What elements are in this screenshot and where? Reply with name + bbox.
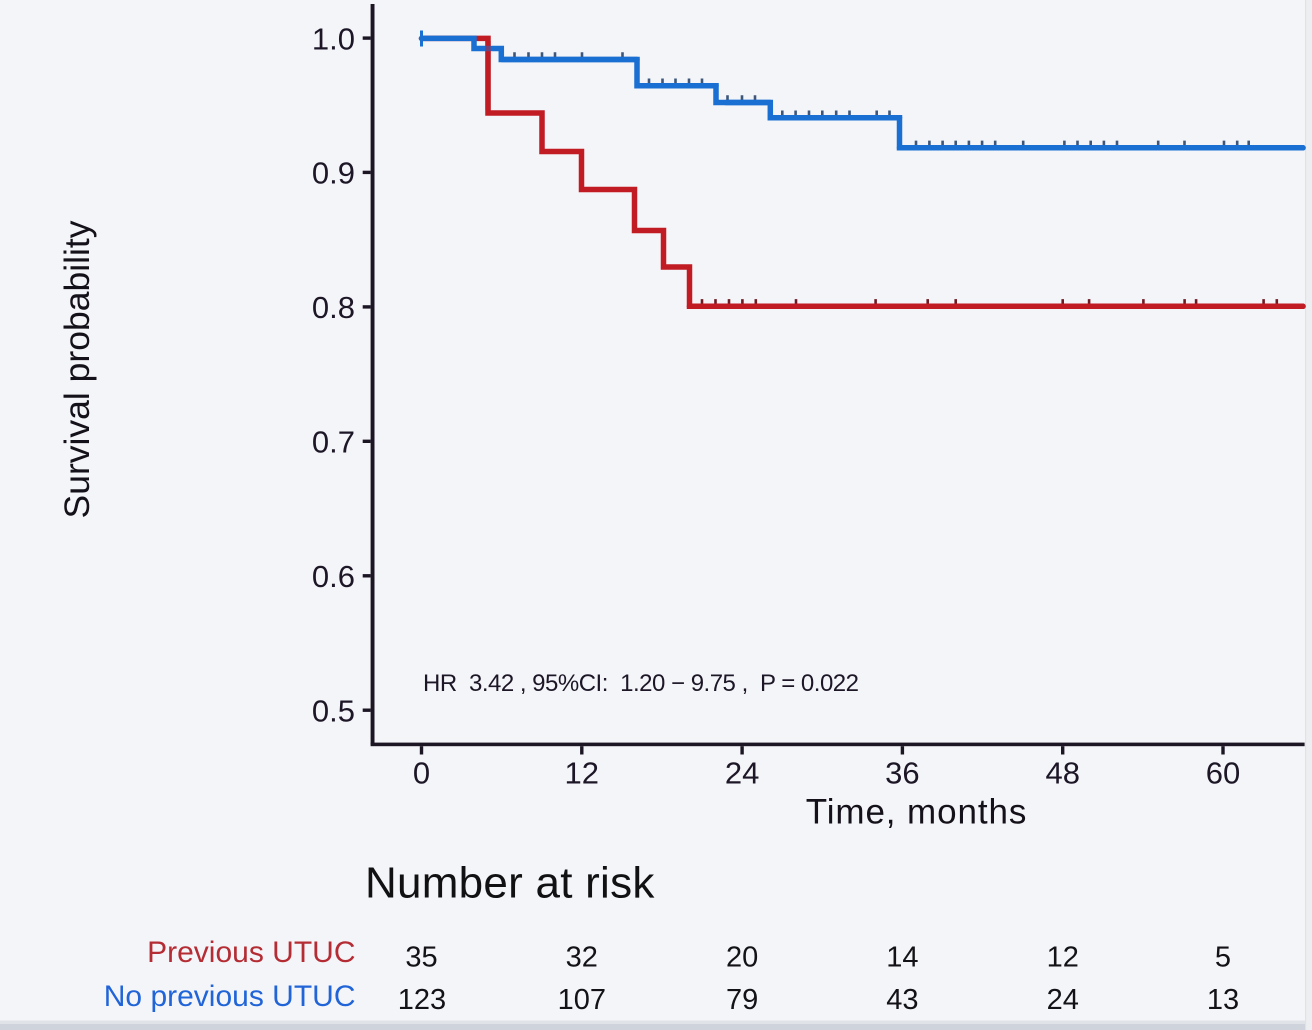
svg-text:0.5: 0.5 (312, 693, 355, 728)
svg-text:32: 32 (566, 942, 598, 974)
svg-text:107: 107 (558, 984, 606, 1016)
svg-text:0.8: 0.8 (312, 290, 355, 325)
svg-text:No previous UTUC: No previous UTUC (104, 980, 356, 1013)
svg-text:Survival probability: Survival probability (57, 220, 97, 518)
svg-text:43: 43 (886, 984, 918, 1016)
svg-text:79: 79 (726, 984, 758, 1016)
svg-text:0.6: 0.6 (312, 559, 355, 594)
svg-text:48: 48 (1045, 756, 1079, 791)
svg-text:14: 14 (886, 942, 918, 974)
svg-text:0: 0 (413, 756, 430, 791)
svg-text:12: 12 (565, 756, 599, 791)
svg-text:Time, months: Time, months (806, 793, 1028, 832)
svg-text:24: 24 (725, 756, 759, 791)
svg-text:123: 123 (398, 984, 446, 1016)
svg-text:35: 35 (405, 942, 437, 974)
svg-text:20: 20 (726, 942, 758, 974)
svg-text:HR 3.42 , 95%CI: 1.20 − 9.75: HR 3.42 , 95%CI: 1.20 − 9.75 , P = 0.022 (423, 670, 859, 697)
svg-text:0.7: 0.7 (312, 425, 355, 460)
svg-text:24: 24 (1047, 984, 1079, 1016)
svg-text:60: 60 (1206, 756, 1240, 791)
svg-text:13: 13 (1207, 984, 1239, 1016)
svg-text:12: 12 (1047, 942, 1079, 974)
svg-text:1.0: 1.0 (312, 21, 355, 56)
svg-text:36: 36 (885, 756, 919, 791)
svg-text:Number at risk: Number at risk (365, 859, 655, 908)
svg-text:5: 5 (1215, 942, 1231, 974)
svg-text:Previous UTUC: Previous UTUC (147, 936, 355, 969)
svg-text:0.9: 0.9 (312, 156, 355, 191)
